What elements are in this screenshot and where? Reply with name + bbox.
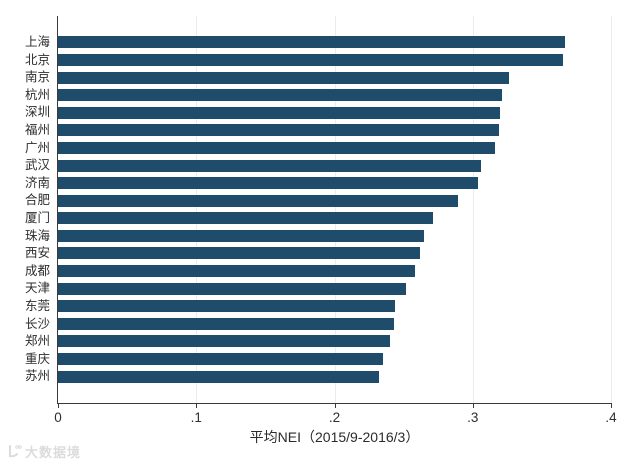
- x-axis-tick-label: .2: [328, 410, 341, 425]
- gridline: [611, 16, 612, 403]
- bar-row: 深圳: [25, 104, 611, 122]
- gridline: [334, 16, 336, 403]
- bar: [58, 335, 390, 348]
- x-axis-tick: [334, 403, 336, 408]
- bar: [58, 36, 566, 49]
- x-axis-tick: [611, 403, 612, 408]
- y-axis-label: 长沙: [24, 316, 50, 331]
- bar: [58, 300, 396, 313]
- y-axis-label: 成都: [24, 263, 50, 278]
- bar-row: 福州: [25, 122, 611, 140]
- watermark-text: 大数据境: [25, 445, 82, 460]
- y-axis-label: 厦门: [24, 211, 50, 226]
- bar: [58, 353, 383, 366]
- y-axis-label: 东莞: [24, 299, 50, 314]
- y-axis-label: 苏州: [24, 369, 50, 384]
- bar-rows: 上海北京南京杭州深圳福州广州武汉济南合肥厦门珠海西安成都天津东莞长沙郑州重庆苏州: [25, 16, 611, 403]
- y-axis-label: 珠海: [24, 228, 50, 243]
- y-axis-label: 合肥: [24, 193, 50, 208]
- watermark: 大数据境: [7, 442, 81, 461]
- bar-row: 北京: [25, 51, 611, 69]
- bar-row: 珠海: [25, 227, 611, 245]
- bar-row: 苏州: [25, 368, 611, 386]
- y-axis-label: 上海: [24, 35, 50, 50]
- bar-row: 南京: [25, 69, 611, 87]
- bar: [58, 177, 479, 190]
- bar: [58, 124, 500, 137]
- bar: [58, 89, 502, 102]
- x-axis-tick-label: .3: [467, 410, 479, 425]
- y-axis-label: 西安: [24, 246, 50, 261]
- bar: [58, 282, 407, 295]
- bar: [58, 106, 501, 119]
- x-axis-tick-label: .4: [605, 410, 617, 425]
- bar: [58, 317, 394, 330]
- bar-row: 合肥: [25, 192, 611, 210]
- x-axis-tick-label: 0: [54, 410, 62, 425]
- y-axis-label: 福州: [24, 123, 50, 138]
- bar-row: 郑州: [25, 333, 611, 351]
- x-axis-tick: [58, 403, 59, 408]
- gridline: [472, 16, 474, 403]
- y-axis-label: 南京: [24, 70, 50, 85]
- x-axis-tick: [472, 403, 474, 408]
- bar-row: 重庆: [25, 350, 611, 368]
- y-axis-label: 广州: [24, 140, 50, 155]
- bar-row: 长沙: [25, 315, 611, 333]
- y-axis-label: 深圳: [24, 105, 50, 120]
- bar-row: 济南: [25, 174, 611, 192]
- bar: [58, 265, 415, 278]
- y-axis-label: 北京: [24, 52, 50, 67]
- bar: [58, 53, 563, 66]
- x-axis-title: 平均NEI（2015/9-2016/3）: [249, 429, 420, 445]
- bar: [58, 194, 458, 207]
- bar-row: 广州: [25, 139, 611, 157]
- y-axis-label: 郑州: [24, 334, 50, 349]
- bar-row: 西安: [25, 245, 611, 263]
- bar: [58, 71, 509, 84]
- watermark-logo-icon: [9, 445, 22, 458]
- x-axis-tick: [196, 403, 198, 408]
- bar: [58, 370, 379, 383]
- bar: [58, 141, 495, 154]
- bar-row: 武汉: [25, 157, 611, 175]
- y-axis-label: 武汉: [24, 158, 50, 173]
- y-axis-label: 天津: [24, 281, 50, 296]
- plot-area: 上海北京南京杭州深圳福州广州武汉济南合肥厦门珠海西安成都天津东莞长沙郑州重庆苏州…: [25, 16, 617, 444]
- y-axis-label: 济南: [24, 175, 50, 190]
- y-axis-label: 重庆: [24, 351, 50, 366]
- bar: [58, 159, 482, 172]
- bar: [58, 212, 433, 225]
- bar-row: 厦门: [25, 210, 611, 228]
- gridline: [196, 16, 198, 403]
- bar-row: 杭州: [25, 86, 611, 104]
- bar-row: 上海: [25, 34, 611, 52]
- bar: [58, 229, 425, 242]
- bar-row: 成都: [25, 262, 611, 280]
- x-axis-tick-label: .1: [190, 410, 202, 425]
- bar-row: 天津: [25, 280, 611, 298]
- bar-row: 东莞: [25, 297, 611, 315]
- bar: [58, 247, 421, 260]
- y-axis-label: 杭州: [24, 87, 50, 102]
